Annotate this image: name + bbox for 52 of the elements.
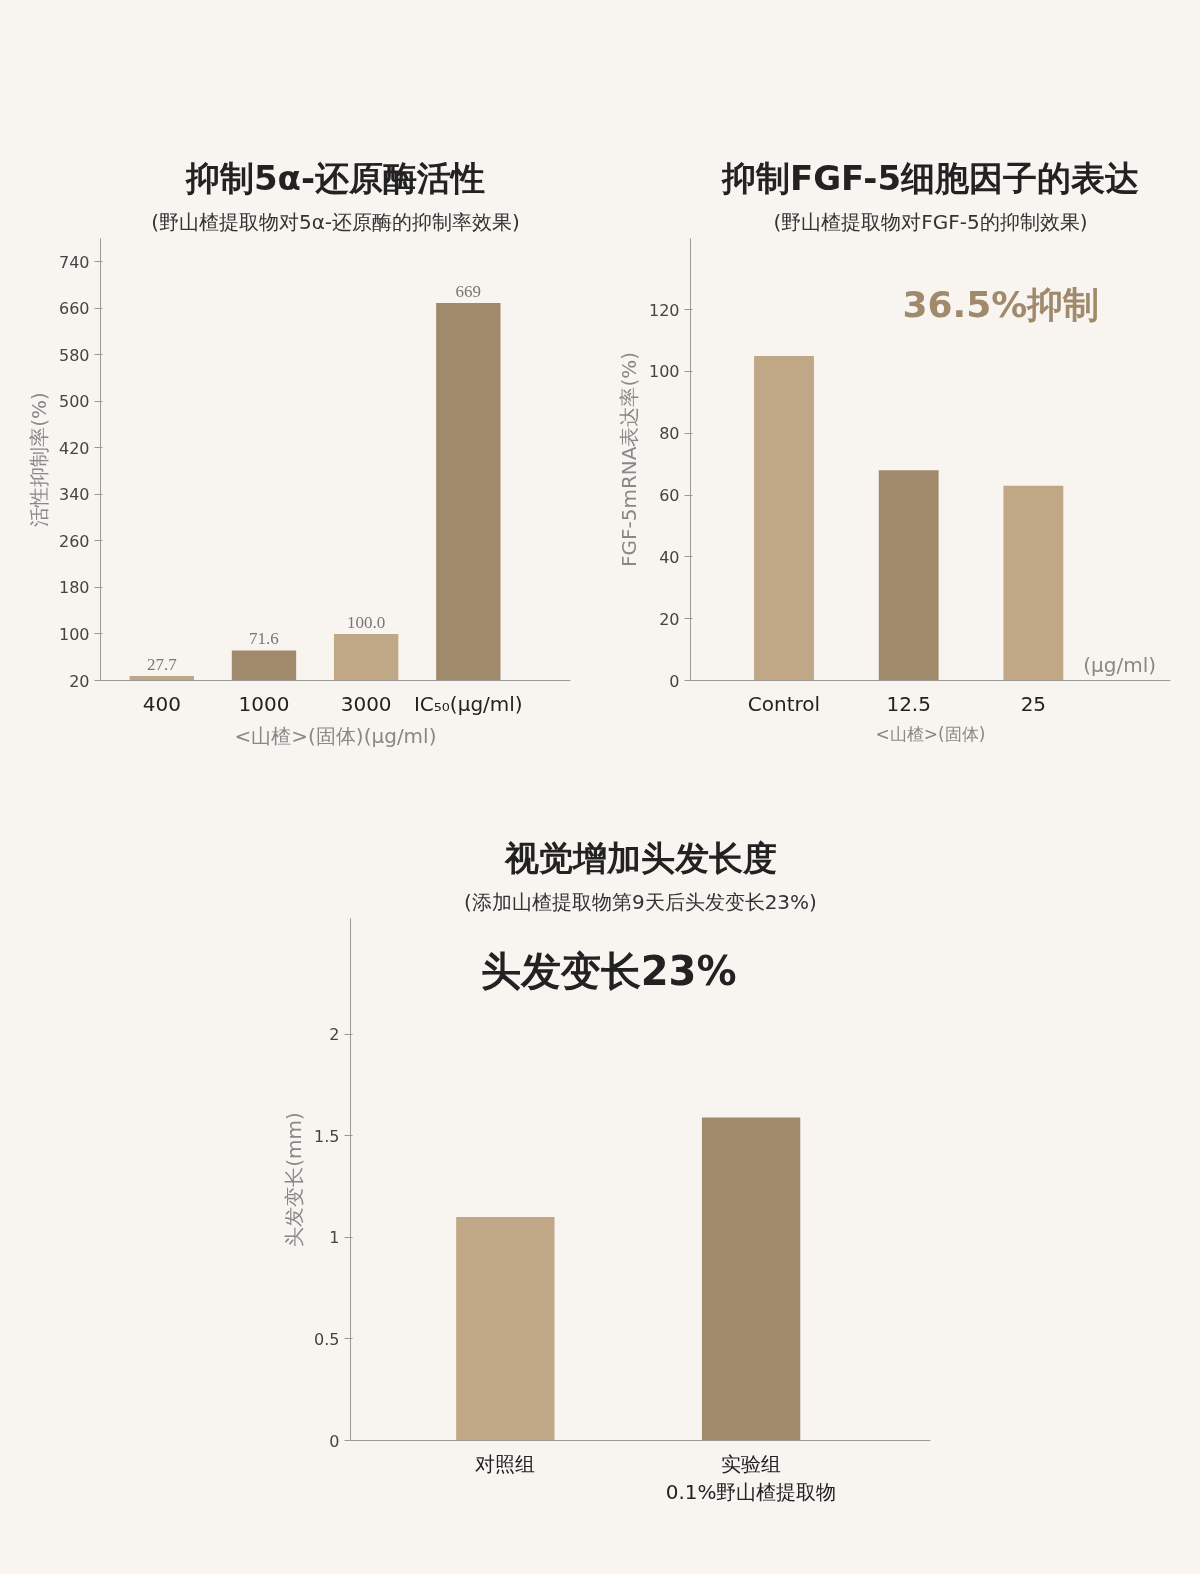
y-tick-label: 60 — [659, 486, 680, 506]
bar — [878, 470, 939, 681]
chart-title: 抑制FGF-5细胞因子的表达 — [720, 157, 1140, 198]
y-tick-label: 340 — [58, 485, 90, 505]
y-tick-label: 1 — [329, 1228, 340, 1248]
data-label: 71.6 — [249, 629, 279, 649]
chart-title: 抑制5α-还原酶活性 — [184, 157, 486, 198]
y-axis-title: 头发变长(mm) — [282, 1112, 307, 1247]
y-tick-label: 20 — [69, 671, 90, 691]
x-tick-label: 12.5 — [886, 691, 931, 716]
chart-subtitle: (野山楂提取物对5α-还原酶的抑制率效果) — [151, 209, 520, 234]
bar — [754, 355, 814, 681]
y-tick-label: 740 — [58, 252, 90, 272]
chart-subtitle: (添加山楂提取物第9天后头发变长23%) — [464, 889, 817, 914]
y-axis-title: FGF-5mRNA表达率(%) — [616, 351, 641, 568]
data-label: 27.7 — [146, 655, 178, 675]
x-tick-label: 3000 — [340, 691, 392, 716]
y-tick-label: 420 — [58, 438, 90, 458]
y-tick-label: 120 — [648, 300, 680, 320]
y-tick-label: 0 — [669, 671, 680, 691]
y-axis-title: 活性抑制率(%) — [26, 392, 51, 527]
y-tick-label: 0.5 — [314, 1329, 340, 1349]
chart-title: 视觉增加头发长度 — [503, 837, 777, 878]
y-tick-label: 580 — [58, 345, 90, 365]
y-tick-label: 180 — [58, 578, 90, 598]
x-tick-label: 对照组 — [475, 1451, 536, 1476]
y-tick-label: 80 — [659, 424, 680, 444]
annotation: 头发变长23% — [480, 947, 737, 994]
y-tick-label: 1.5 — [314, 1126, 340, 1146]
y-tick-label: 660 — [58, 299, 90, 319]
x-axis-title: <山楂>(固体)(μg/ml) — [234, 723, 437, 748]
x-tick-label: 400 — [142, 691, 181, 716]
x-tick-label: 25 — [1020, 691, 1047, 716]
x-tick-label: Control — [747, 691, 821, 716]
y-tick-label: 20 — [659, 609, 680, 629]
y-tick-label: 100 — [58, 624, 90, 644]
y-tick-label: 260 — [58, 531, 90, 551]
x-tick-label: 1000 — [238, 691, 290, 716]
x-tick-label: IC₅₀(μg/ml) — [413, 691, 523, 716]
bar — [1003, 485, 1064, 681]
y-tick-label: 500 — [58, 392, 90, 412]
x-tick-label: 实验组 0.1%野山楂提取物 — [665, 1451, 837, 1505]
chart-subtitle: (野山楂提取物对FGF-5的抑制效果) — [773, 209, 1088, 234]
x-axis-title: <山楂>(固体) — [875, 723, 986, 744]
annotation: (μg/ml) — [1083, 653, 1157, 678]
y-tick-label: 100 — [648, 362, 680, 382]
data-label: 100.0 — [347, 612, 386, 632]
annotation: 36.5%抑制 — [902, 284, 1100, 326]
y-tick-label: 2 — [329, 1025, 340, 1045]
data-label: 669 — [455, 282, 482, 302]
y-tick-label: 40 — [659, 547, 680, 567]
y-tick-label: 0 — [329, 1431, 340, 1451]
